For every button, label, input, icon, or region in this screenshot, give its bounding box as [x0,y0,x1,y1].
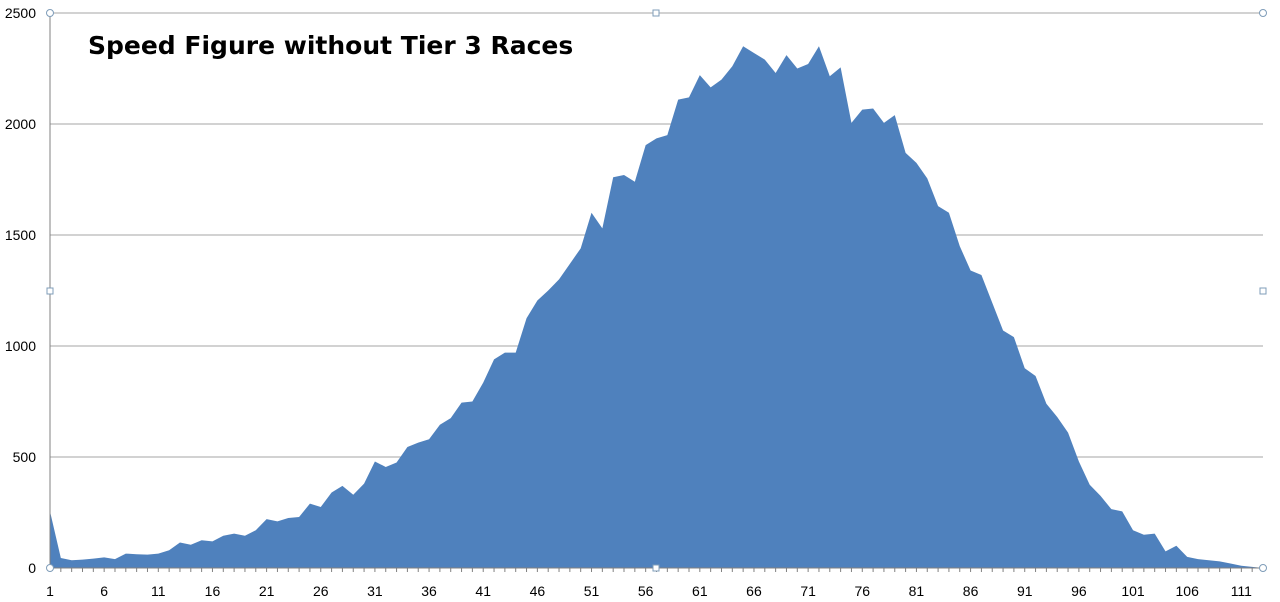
data-series [50,46,1263,569]
edge-resize-handle[interactable] [652,9,660,17]
x-tick-label: 26 [313,583,329,599]
edge-resize-handle[interactable] [46,287,54,295]
chart-title: Speed Figure without Tier 3 Races [88,31,573,60]
corner-resize-handle[interactable] [1259,9,1267,17]
y-tick-label: 0 [28,560,36,576]
x-axis-tick-labels: 1 6 11 16 21 26 31 36 41 46 51 56 61 66 71 76 81 86 91 96 10… [46,583,1252,599]
x-tick-label: 106 [1176,583,1200,599]
y-tick-label: 1500 [5,227,36,243]
y-tick-label: 500 [13,449,37,465]
x-tick-label: 56 [638,583,654,599]
x-tick-label: 66 [746,583,762,599]
x-tick-label: 111 [1231,583,1252,599]
x-tick-label: 91 [1017,583,1033,599]
y-axis-tick-labels: 0 500 1000 1500 2000 2500 [5,5,36,576]
x-tick-label: 71 [800,583,816,599]
selection-handles[interactable] [46,9,1267,572]
x-tick-label: 86 [963,583,979,599]
y-tick-label: 1000 [5,338,36,354]
edge-resize-handle[interactable] [1259,287,1267,295]
x-tick-label: 96 [1071,583,1087,599]
x-tick-label: 61 [692,583,708,599]
x-tick-label: 81 [909,583,925,599]
x-tick-label: 31 [367,583,383,599]
y-tick-label: 2000 [5,116,36,132]
y-tick-label: 2500 [5,5,36,21]
x-tick-label: 76 [854,583,870,599]
corner-resize-handle[interactable] [46,9,54,17]
x-tick-label: 6 [100,583,108,599]
x-tick-label: 11 [151,583,166,599]
x-tick-label: 16 [205,583,221,599]
edge-resize-handle[interactable] [652,564,660,572]
x-tick-label: 21 [259,583,275,599]
x-tick-label: 1 [46,583,54,599]
x-tick-label: 46 [530,583,546,599]
x-tick-label: 101 [1121,583,1145,599]
area-series [50,46,1263,569]
x-tick-label: 36 [421,583,437,599]
corner-resize-handle[interactable] [46,564,54,572]
x-tick-label: 51 [584,583,600,599]
corner-resize-handle[interactable] [1259,564,1267,572]
x-tick-label: 41 [475,583,491,599]
